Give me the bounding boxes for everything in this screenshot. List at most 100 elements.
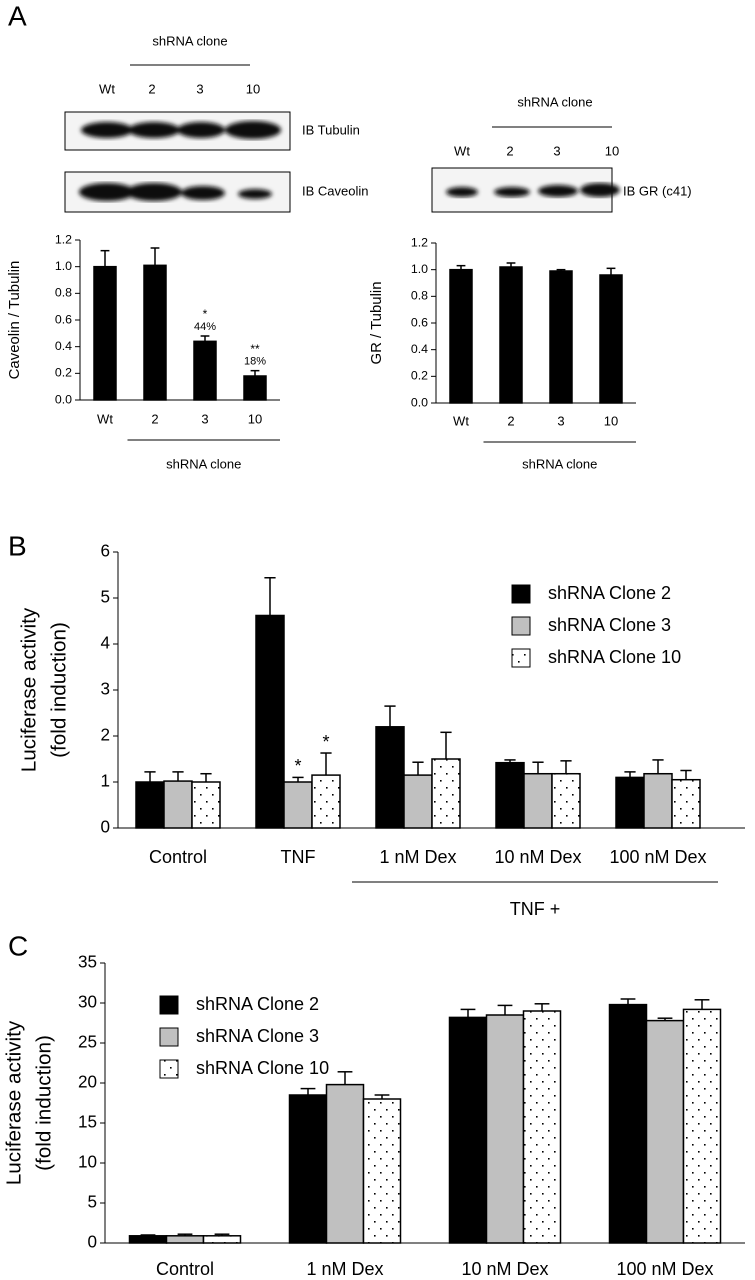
y-tick-label: 1.0 [55, 259, 72, 273]
panel-label: C [8, 930, 28, 961]
y-axis-label: GR / Tubulin [368, 281, 385, 364]
lane-label: 10 [246, 81, 260, 96]
group-label: TNF + [510, 899, 561, 919]
blot-row-label: IB GR (c41) [623, 183, 692, 198]
legend-swatch [511, 584, 531, 604]
lane-label: 10 [605, 143, 619, 158]
bar [135, 781, 165, 829]
bar [523, 772, 553, 829]
y-tick-label: 0.0 [411, 395, 428, 409]
y-tick-label: 0.2 [411, 369, 428, 383]
significance-star: * [294, 756, 301, 776]
bar [448, 1016, 488, 1244]
x-tick-label: Control [156, 1259, 214, 1279]
y-tick-label: 0.2 [55, 366, 72, 380]
bar [403, 774, 433, 829]
x-tick-label: TNF [281, 847, 316, 867]
x-tick-label: 2 [151, 411, 158, 426]
lane-label: Wt [454, 143, 470, 158]
bar [128, 1235, 168, 1244]
bar [255, 614, 285, 829]
percent-label: 18% [244, 356, 266, 368]
x-tick-label: 3 [201, 411, 208, 426]
blot-bands [446, 183, 620, 197]
y-tick-label: 0.8 [55, 286, 72, 300]
y-axis-label: (fold induction) [47, 622, 70, 758]
bar [522, 1010, 562, 1244]
y-tick-label: 30 [78, 993, 97, 1012]
bar [143, 264, 167, 401]
y-axis-label: Luciferase activity [17, 607, 40, 772]
y-tick-label: 0.6 [55, 312, 72, 326]
lane-label: 2 [506, 143, 513, 158]
bar [283, 781, 313, 829]
bar [325, 1083, 365, 1244]
bar [645, 1019, 685, 1244]
bar [288, 1094, 328, 1244]
legend-swatch [511, 616, 531, 636]
legend-label: shRNA Clone 3 [196, 1026, 319, 1046]
y-tick-label: 15 [78, 1113, 97, 1132]
y-tick-label: 0.6 [411, 315, 428, 329]
x-tick-label: 1 nM Dex [306, 1259, 383, 1279]
bar [608, 1003, 648, 1244]
group-label: shRNA clone [166, 456, 241, 471]
legend-label: shRNA Clone 10 [548, 647, 681, 667]
bar [243, 375, 267, 401]
x-tick-label: 10 [604, 413, 618, 428]
bar [599, 274, 623, 404]
blot-row-label: IB Caveolin [302, 183, 368, 198]
bar [615, 776, 645, 829]
blot-bands [81, 121, 281, 139]
x-tick-label: Wt [453, 413, 469, 428]
blot-row-label: IB Tubulin [302, 122, 360, 137]
bar [202, 1235, 242, 1244]
legend-swatch [159, 995, 179, 1015]
bar [431, 758, 461, 829]
y-tick-label: 5 [100, 588, 110, 607]
y-axis-label: (fold induction) [32, 1035, 55, 1171]
bar [311, 774, 341, 829]
legend-swatch [159, 1059, 179, 1079]
legend-label: shRNA Clone 2 [548, 583, 671, 603]
y-tick-label: 0.4 [55, 339, 72, 353]
x-tick-label: 10 nM Dex [461, 1259, 548, 1279]
x-tick-label: 3 [557, 413, 564, 428]
lane-label: 3 [553, 143, 560, 158]
y-axis-label: Caveolin / Tubulin [6, 261, 23, 380]
bar [362, 1098, 402, 1244]
lane-label: Wt [99, 81, 115, 96]
bar [191, 781, 221, 829]
blot-group-label: shRNA clone [517, 94, 592, 109]
x-tick-label: Wt [97, 411, 113, 426]
bar [551, 772, 581, 829]
bar [375, 726, 405, 829]
y-tick-label: 6 [100, 542, 110, 561]
x-tick-label: 100 nM Dex [616, 1259, 713, 1279]
y-tick-label: 0 [87, 1233, 97, 1252]
legend-swatch [159, 1027, 179, 1047]
bar [671, 778, 701, 829]
y-tick-label: 3 [100, 680, 110, 699]
bar [499, 266, 523, 404]
bar [163, 780, 193, 829]
y-tick-label: 1.0 [411, 262, 428, 276]
panel-label: A [8, 0, 27, 31]
x-tick-label: 1 nM Dex [379, 847, 456, 867]
y-tick-label: 10 [78, 1153, 97, 1172]
bar [93, 265, 117, 401]
lane-label: 3 [196, 81, 203, 96]
bar [449, 268, 473, 404]
y-tick-label: 35 [78, 953, 97, 972]
bar [495, 761, 525, 829]
bar [165, 1235, 205, 1244]
x-tick-label: 2 [507, 413, 514, 428]
y-tick-label: 1 [100, 772, 110, 791]
percent-label: 44% [194, 321, 216, 333]
y-tick-label: 5 [87, 1193, 97, 1212]
x-tick-label: 10 [248, 411, 262, 426]
x-tick-label: Control [149, 847, 207, 867]
y-tick-label: 20 [78, 1073, 97, 1092]
lane-label: 2 [148, 81, 155, 96]
